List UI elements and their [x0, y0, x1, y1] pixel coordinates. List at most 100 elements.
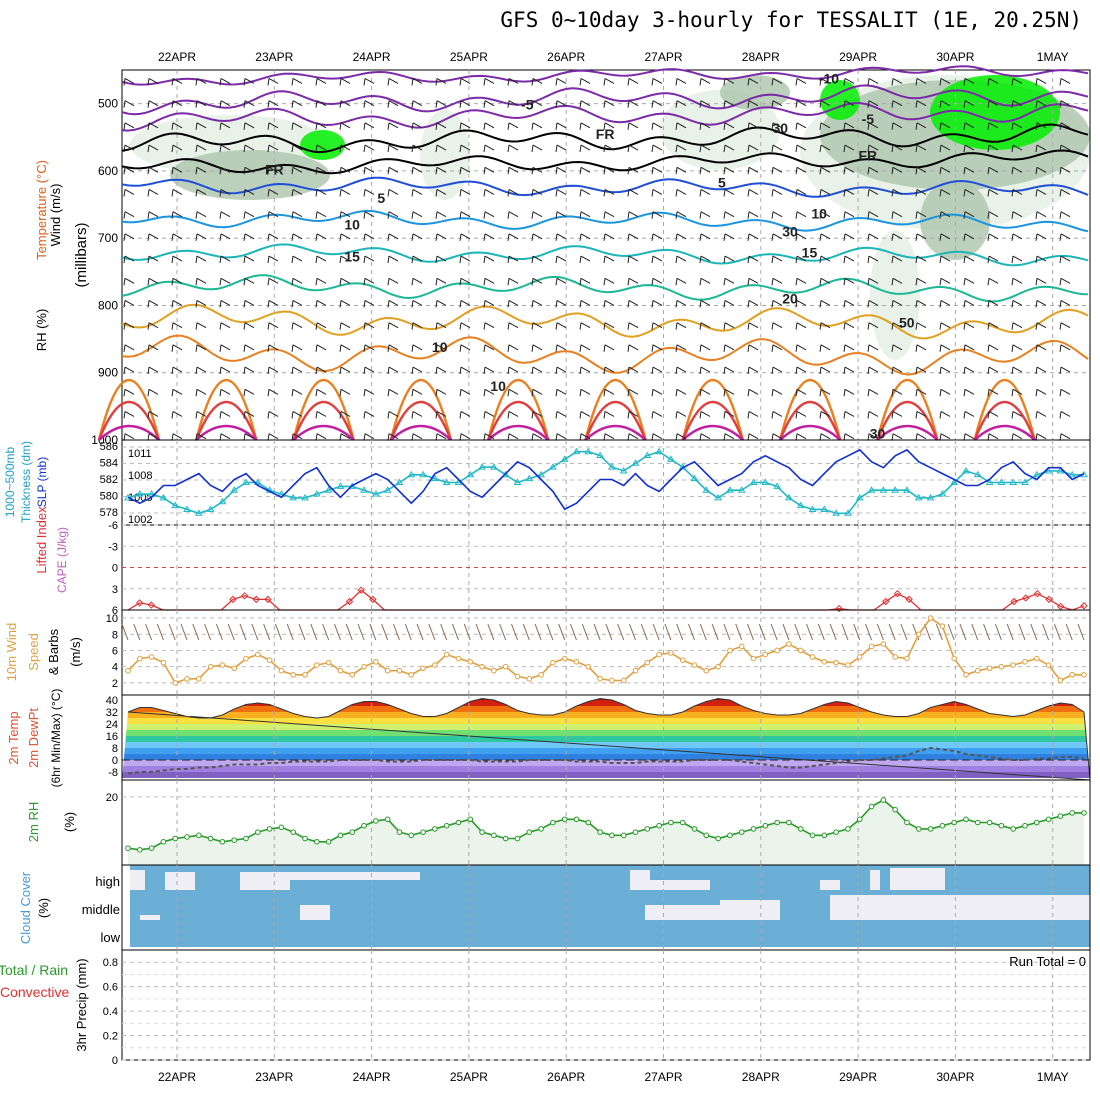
wind-barb [723, 322, 735, 330]
wind-barb [627, 233, 639, 241]
barb-feather [315, 144, 318, 153]
barb-feather [651, 100, 654, 108]
barb-shaft [460, 166, 471, 173]
wind-barb [747, 300, 759, 308]
wind-barb [603, 366, 615, 375]
wind-barb [747, 233, 759, 241]
wind-barb [387, 366, 399, 375]
barb-feather [147, 100, 150, 108]
wind-barb [315, 322, 327, 330]
barb-shaft [820, 233, 831, 240]
wind-barb [291, 144, 303, 153]
barb-shaft [268, 122, 279, 129]
wind-barb [867, 122, 879, 130]
barb-feather [339, 255, 342, 264]
barb-shaft [484, 78, 495, 84]
wind-barb [867, 255, 879, 264]
rh-point [786, 819, 792, 826]
barb-feather [507, 322, 510, 330]
barb-feather [1035, 344, 1038, 352]
barb-shaft [388, 100, 399, 107]
wind-barb [987, 100, 999, 108]
barb-feather [939, 211, 942, 219]
barb-feather [219, 122, 222, 130]
barb-shaft [316, 78, 327, 84]
date-label-top: 1MAY [1037, 50, 1069, 64]
wind-barb [195, 366, 207, 375]
temp-band [122, 742, 1090, 748]
barb-feather [627, 211, 630, 219]
wind-barb [1035, 300, 1047, 308]
barb-shaft [916, 78, 927, 84]
barb-shaft [460, 433, 471, 440]
barb-feather [939, 300, 942, 308]
barb-feather [243, 433, 246, 441]
lifted-index-point [1022, 594, 1030, 602]
wind-barb [123, 322, 135, 330]
barb-feather [867, 255, 870, 264]
wind-barb [867, 344, 879, 352]
barb-shaft [484, 233, 495, 240]
wind-barb [963, 300, 975, 308]
barb-feather [1059, 189, 1062, 197]
barb-feather [459, 233, 462, 241]
barb-shaft [844, 322, 855, 329]
rh-point [1010, 826, 1016, 832]
wind-barb [507, 255, 519, 264]
wind-barb [675, 344, 687, 352]
barb-feather [363, 344, 366, 352]
wind-speed-point [160, 659, 167, 666]
temp-band [122, 766, 1090, 772]
wind-barb [147, 78, 159, 86]
barb-feather [819, 411, 822, 419]
rh-point [172, 835, 179, 842]
barb-feather [627, 100, 630, 108]
wind-barb [487, 623, 495, 641]
wind-barb [723, 144, 735, 153]
barb-shaft [124, 211, 135, 218]
wind-barb [483, 211, 495, 219]
barb-feather [723, 122, 726, 130]
barb-feather [387, 167, 390, 175]
wind-barb [1011, 255, 1023, 264]
barb-feather [819, 366, 822, 375]
wind-barb [747, 144, 759, 153]
barb-shaft [340, 344, 351, 351]
barb-shaft [436, 100, 447, 107]
barb-feather [267, 344, 270, 352]
barb-feather [219, 433, 222, 441]
contour-label: 15 [802, 244, 818, 260]
barb-feather [483, 278, 486, 286]
barb-feather [123, 189, 126, 197]
barb-feather [315, 344, 318, 352]
barb-feather [579, 122, 582, 130]
rh-area [128, 800, 1084, 865]
slp-line [127, 448, 1085, 511]
barb-feather [411, 78, 414, 86]
wind-barb [915, 277, 927, 286]
barb-shaft [868, 233, 879, 240]
barb-feather [891, 255, 894, 264]
barb-feather [867, 344, 870, 352]
wind-barb [1077, 623, 1085, 641]
contour-label: -5 [862, 111, 875, 127]
barb-shaft [556, 144, 567, 151]
wind-barb [483, 277, 495, 286]
wind-speed-point [998, 663, 1005, 670]
barb-shaft [820, 411, 831, 417]
barb-shaft [628, 322, 639, 329]
barb-feather [939, 322, 942, 330]
barb-feather [867, 78, 870, 86]
barb-shaft [916, 189, 927, 195]
barb-feather [915, 211, 918, 219]
surface-contour [681, 424, 744, 441]
wind-barb [867, 300, 879, 308]
wind-barb [267, 144, 279, 153]
wind-barb [171, 344, 183, 352]
barb-shaft [1036, 122, 1047, 129]
wind-barb [699, 78, 711, 86]
barb-feather [819, 189, 822, 197]
barb-shaft [988, 211, 999, 218]
wind-barb [387, 255, 399, 264]
wind-barb [121, 623, 129, 641]
